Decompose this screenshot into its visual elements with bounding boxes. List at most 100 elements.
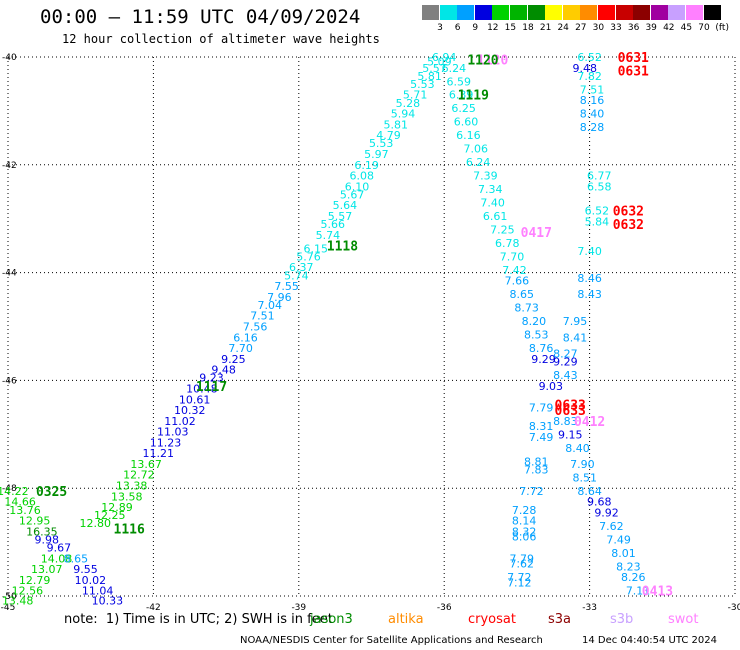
wave-height-value: 5.66 <box>320 218 345 231</box>
wave-height-value: 12.72 <box>123 469 155 482</box>
wave-height-value: 8.26 <box>621 571 646 584</box>
legend-label: 24 <box>557 23 569 33</box>
wave-height-value: 9.98 <box>35 533 60 546</box>
wave-height-value: 5.28 <box>396 97 421 110</box>
wave-height-value: 10.33 <box>92 594 124 607</box>
wave-height-value: 7.70 <box>500 250 525 263</box>
wave-height-value: 7.72 <box>519 485 544 498</box>
pass-time-label: 1116 <box>114 523 145 538</box>
wave-height-value: 8.43 <box>577 288 602 301</box>
wave-height-value: 12.89 <box>101 501 133 514</box>
legend-label: 18 <box>522 23 534 33</box>
wave-height-value: 8.23 <box>616 560 641 573</box>
wave-height-value: 5.09 <box>427 55 452 68</box>
wave-height-value: 5.97 <box>364 148 389 161</box>
wave-height-value: 11.02 <box>164 415 196 428</box>
wave-height-value: 7.62 <box>509 558 534 571</box>
wave-height-value: 7.49 <box>529 431 554 444</box>
wave-height-value: 6.24 <box>442 62 467 75</box>
wave-height-value: 8.65 <box>509 288 534 301</box>
wave-height-value: 6.78 <box>495 237 520 250</box>
wave-height-value: 8.53 <box>524 329 549 342</box>
legend-label: 27 <box>575 23 587 33</box>
wave-height-value: 13.67 <box>130 458 162 471</box>
wave-height-value: 9.29 <box>553 356 578 369</box>
wave-height-value: 8.14 <box>512 515 537 528</box>
wave-height-value: 12.80 <box>79 517 111 530</box>
wave-height-value: 8.64 <box>577 485 602 498</box>
wave-height-value: 7.82 <box>577 70 602 83</box>
legend-swatch <box>580 5 598 20</box>
wave-height-value: 12.25 <box>94 509 126 522</box>
page-subtitle: 12 hour collection of altimeter wave hei… <box>62 32 380 46</box>
legend-label: 39 <box>645 23 657 33</box>
wave-height-value: 5.76 <box>296 250 321 263</box>
legend-swatch <box>474 5 492 20</box>
legend-label: 36 <box>627 23 640 33</box>
wave-height-value: 7.51 <box>250 310 275 323</box>
wave-height-value: 6.25 <box>451 102 476 115</box>
wave-height-value: 9.03 <box>539 380 564 393</box>
wave-height-value: 5.84 <box>585 215 610 228</box>
wave-height-value: 6.16 <box>456 129 481 142</box>
legend-label: 33 <box>610 23 622 33</box>
wave-height-value: 11.23 <box>150 436 182 449</box>
wave-height-value: 8.06 <box>512 531 537 544</box>
satellite-label: swot <box>668 612 699 627</box>
wave-height-value: 6.37 <box>289 261 314 274</box>
wave-height-value: 5.57 <box>422 62 447 75</box>
wave-height-value: 5.64 <box>333 199 358 212</box>
satellite-label: s3a <box>548 612 572 627</box>
legend-swatch <box>439 5 457 20</box>
wave-height-value: 7.06 <box>463 143 488 156</box>
lon-tick-label: -36 <box>437 603 452 613</box>
footer-credit: NOAA/NESDIS Center for Satellite Applica… <box>240 635 543 646</box>
wave-height-value: 7.25 <box>490 223 515 236</box>
wave-height-value: 6.60 <box>454 116 479 129</box>
wave-height-value: 9.67 <box>47 541 72 554</box>
legend-swatch <box>668 5 686 20</box>
legend-label: 21 <box>539 23 552 33</box>
legend-label: 42 <box>663 23 675 33</box>
legend-swatch <box>562 5 580 20</box>
wave-height-value: 9.29 <box>531 353 556 366</box>
wave-height-value: 9.55 <box>73 563 98 576</box>
wave-height-value: 5.53 <box>410 78 435 91</box>
wave-height-value: 7.83 <box>524 463 549 476</box>
wave-height-value: 7.11 <box>626 585 651 598</box>
legend-swatch <box>545 5 563 20</box>
pass-time-label: 0412 <box>574 415 605 430</box>
lat-tick-label: -48 <box>2 484 17 494</box>
wave-height-value: 8.32 <box>512 525 537 538</box>
wave-height-value: 13.76 <box>9 504 41 517</box>
wave-height-value: 5.57 <box>328 210 353 223</box>
lon-tick-label: -42 <box>146 603 161 613</box>
wave-height-value: 4.79 <box>376 129 401 142</box>
wave-height-value: 7.55 <box>274 280 299 293</box>
legend-swatch <box>510 5 527 20</box>
legend-label: 6 <box>454 23 461 33</box>
wave-height-value: 8.83 <box>553 415 578 428</box>
wave-height-value: 6.15 <box>304 242 329 255</box>
legend-swatch <box>633 5 651 20</box>
wave-height-value: 7.79 <box>509 552 534 565</box>
legend-swatch <box>650 5 668 20</box>
wave-height-value: 14.22 <box>0 485 29 498</box>
wave-height-value: 8.81 <box>524 455 549 468</box>
lat-tick-label: -40 <box>2 53 17 63</box>
pass-time-label: 0631 <box>618 51 649 66</box>
pass-time-label: 0417 <box>521 226 552 241</box>
legend-label: 45 <box>680 23 693 33</box>
wave-height-value: 7.40 <box>480 197 505 210</box>
wave-height-value: 11.04 <box>82 585 114 598</box>
wave-height-value: 8.40 <box>565 442 590 455</box>
wave-height-value: 7.12 <box>507 577 532 590</box>
legend-label: 12 <box>487 23 499 33</box>
lon-tick-label: -30 <box>728 603 740 613</box>
legend-label: 3 <box>437 23 443 33</box>
wave-height-value: 14.08 <box>41 552 73 565</box>
wave-height-value: 16.35 <box>26 525 58 538</box>
wave-height-value: 5.81 <box>383 118 408 131</box>
wave-height-value: 13.58 <box>111 490 143 503</box>
legend-swatch <box>703 5 721 20</box>
